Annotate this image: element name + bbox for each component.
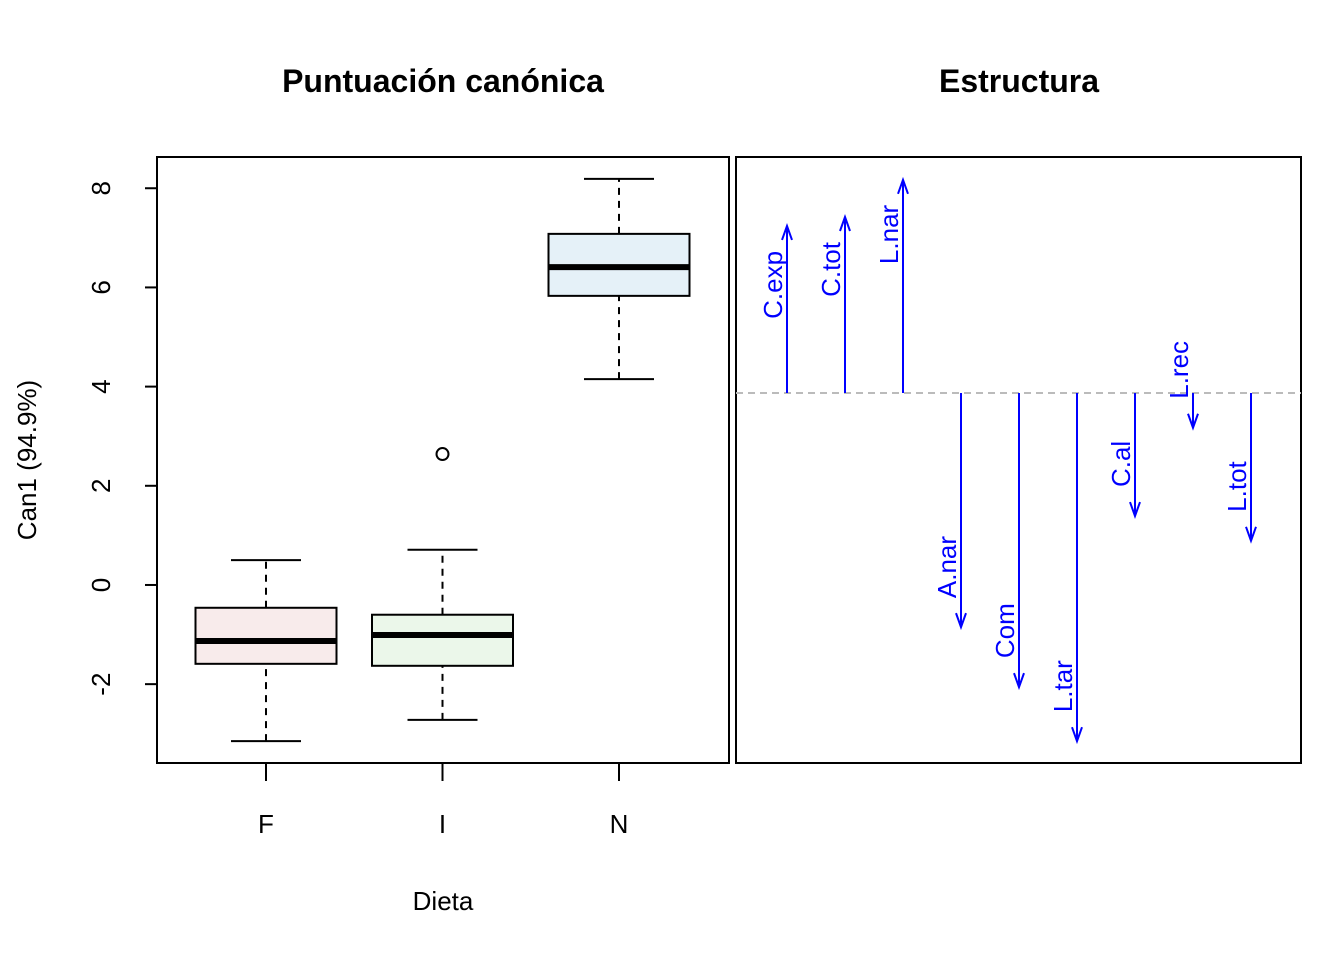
arrow-head <box>1013 672 1025 691</box>
arrow-head <box>781 222 793 241</box>
arrow-label: L.tot <box>1222 460 1252 511</box>
y-tick-label: -2 <box>86 673 116 696</box>
chart-title: Puntuación canónica <box>282 63 604 99</box>
arrow-label: C.exp <box>758 251 788 319</box>
box <box>194 606 338 665</box>
arrow-label: Com <box>990 603 1020 658</box>
x-axis-label: Dieta <box>413 886 474 916</box>
x-tick-label: F <box>258 809 274 839</box>
arrow-head <box>1187 413 1199 431</box>
arrow-head <box>839 214 851 232</box>
arrow-label: C.al <box>1106 441 1136 487</box>
outlier <box>435 447 450 462</box>
arrow-label: L.rec <box>1164 341 1194 399</box>
y-tick-label: 0 <box>86 578 116 592</box>
arrow-head <box>1245 526 1257 544</box>
x-tick-label: I <box>439 809 446 839</box>
x-tick-label: N <box>610 809 629 839</box>
y-tick-label: 4 <box>86 379 116 393</box>
plot-frame <box>735 156 1302 764</box>
y-tick-label: 2 <box>86 479 116 493</box>
arrow-label: A.nar <box>932 536 962 598</box>
chart-title: Estructura <box>939 63 1099 99</box>
box <box>371 613 514 667</box>
y-axis-label: Can1 (94.9%) <box>12 380 42 540</box>
arrow-label: L.nar <box>874 204 904 264</box>
arrow-head <box>1071 726 1083 745</box>
arrow-head <box>1129 501 1141 520</box>
y-tick-label: 8 <box>86 181 116 195</box>
arrow-label: C.tot <box>816 241 846 297</box>
arrow-head <box>897 176 909 195</box>
arrow-label: L.tar <box>1048 660 1078 712</box>
y-tick-label: 6 <box>86 280 116 294</box>
arrow-head <box>955 612 967 631</box>
